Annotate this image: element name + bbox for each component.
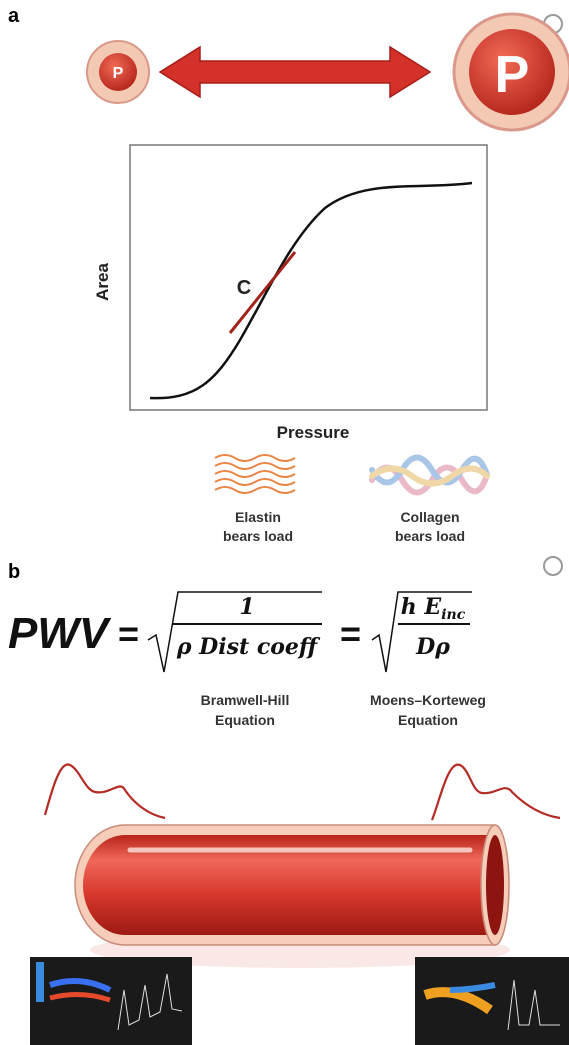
equation-name: Bramwell-Hill (201, 692, 290, 708)
equals: = (118, 613, 139, 654)
equals: = (340, 613, 361, 654)
doppler-flow (49, 992, 111, 1003)
sqrt-sign (371, 591, 472, 673)
compliance-curve (149, 181, 473, 400)
pulse-wave (43, 763, 166, 820)
large-vessel-lumen (469, 29, 555, 115)
numerator: 1 (239, 594, 254, 620)
numerator: h Einc (401, 594, 466, 623)
fiber-label: Elastin (235, 509, 281, 525)
doppler-flow (423, 987, 493, 1015)
pulse-wave (430, 763, 561, 821)
elastin-fibers (214, 454, 296, 494)
equation-name: Equation (398, 712, 458, 728)
sqrt-sign (147, 591, 322, 673)
equation-name: Equation (215, 712, 275, 728)
panel-label: b (8, 561, 20, 583)
fiber-label: Collagen (400, 509, 459, 525)
ultrasound-image (30, 957, 192, 1045)
small-vessel-label: P (113, 65, 124, 82)
doppler-flow (449, 982, 496, 993)
large-vessel-label: P (495, 46, 530, 104)
fiber-label: bears load (223, 528, 293, 544)
equation-name: Moens–Korteweg (370, 692, 486, 708)
doppler-trace (117, 973, 183, 1031)
x-axis-label: Pressure (277, 423, 350, 442)
fiber-label: bears load (395, 528, 465, 544)
panel-label: a (8, 5, 20, 27)
small-vessel-lumen (99, 53, 137, 91)
color-scale (36, 962, 44, 1002)
artery-opening (486, 835, 504, 935)
slope-line (228, 251, 297, 334)
denominator: ρ Dist coeff (176, 634, 321, 660)
equation-lhs: PWV (8, 609, 112, 658)
graph-frame (129, 144, 488, 411)
ultrasound-image (415, 957, 569, 1045)
slope-label: C (237, 277, 251, 299)
artery-lumen (83, 835, 495, 935)
doppler-flow (49, 978, 112, 993)
y-axis-label: Area (93, 263, 112, 301)
denominator: Dρ (415, 634, 450, 660)
double-arrow (158, 45, 432, 99)
collagen-fibers (369, 454, 490, 496)
doppler-trace (507, 979, 560, 1031)
zoom-icon[interactable] (543, 556, 563, 576)
